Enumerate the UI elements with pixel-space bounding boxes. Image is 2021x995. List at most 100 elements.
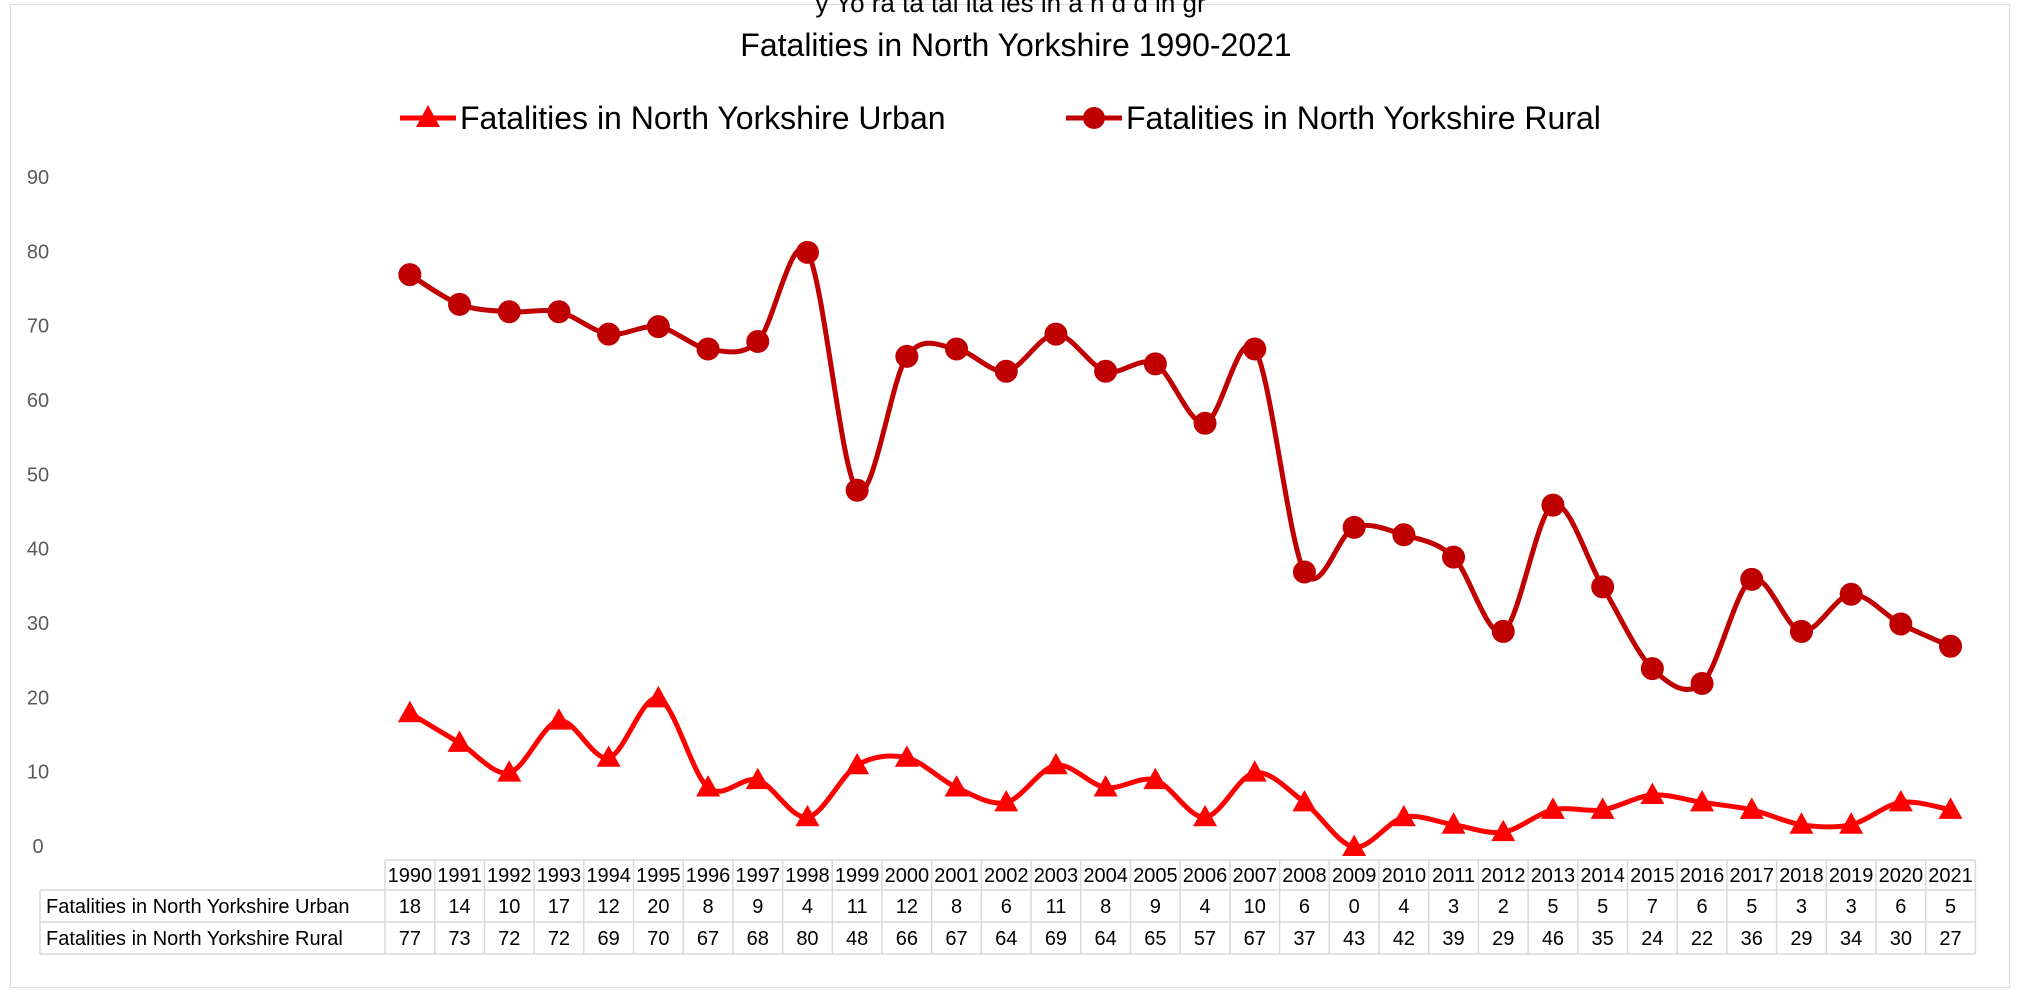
x-category-label: 2021 [1928, 865, 1973, 887]
table-cell-value: 64 [1095, 928, 1117, 950]
urban-point [795, 804, 820, 827]
rural-point [1591, 575, 1615, 599]
urban-point [944, 775, 969, 797]
x-category-label: 2001 [934, 865, 979, 887]
table-cell-value: 69 [1045, 928, 1067, 950]
table-cell-value: 9 [752, 896, 763, 918]
table-cell-value: 68 [747, 928, 769, 950]
rural-point [398, 263, 422, 287]
table-cell-value: 80 [796, 928, 818, 950]
rural-point [1193, 411, 1217, 435]
urban-point [1441, 812, 1466, 834]
x-category-label: 2013 [1531, 865, 1576, 887]
x-category-label: 2005 [1133, 865, 1178, 887]
x-category-label: 2017 [1730, 865, 1775, 887]
table-cell-value: 67 [1244, 928, 1266, 950]
rural-point [1690, 671, 1714, 695]
table-cell-value: 64 [995, 928, 1017, 950]
x-category-label: 2015 [1630, 865, 1675, 887]
table-cell-value: 27 [1939, 928, 1961, 950]
x-category-label: 2018 [1779, 865, 1824, 887]
table-cell-value: 3 [1796, 896, 1807, 918]
rural-point [945, 337, 969, 361]
urban-point [1690, 790, 1715, 812]
urban-point [397, 700, 422, 723]
table-cell-value: 6 [1895, 896, 1906, 918]
rural-point [646, 315, 670, 339]
table-cell-value: 65 [1144, 928, 1166, 950]
table-cell-value: 6 [1696, 896, 1707, 918]
urban-point [696, 775, 721, 797]
table-cell-value: 18 [399, 896, 421, 918]
x-category-label: 2014 [1580, 865, 1625, 887]
urban-point [646, 685, 671, 708]
table-row-label: Fatalities in North Yorkshire Rural [46, 928, 343, 950]
urban-point [1540, 797, 1565, 819]
x-category-label: 1995 [636, 865, 681, 887]
table-cell-value: 42 [1393, 928, 1415, 950]
urban-point [1043, 752, 1068, 775]
y-tick-label: 0 [32, 836, 43, 858]
table-cell-value: 4 [1199, 896, 1210, 918]
table-cell-value: 11 [1046, 896, 1067, 918]
urban-point [1342, 834, 1367, 856]
urban-point [1292, 790, 1317, 812]
series-line-rural [408, 246, 1952, 692]
urban-point [1491, 819, 1516, 842]
table-cell-value: 29 [1790, 928, 1812, 950]
x-category-label: 2009 [1332, 865, 1377, 887]
table-cell-value: 39 [1442, 928, 1464, 950]
x-category-label: 1991 [437, 865, 482, 887]
table-cell-value: 67 [697, 928, 719, 950]
urban-point [994, 790, 1019, 812]
y-tick-label: 20 [27, 687, 49, 709]
rural-point [1740, 567, 1764, 591]
y-tick-label: 70 [27, 316, 49, 338]
x-category-label: 1998 [785, 865, 830, 887]
y-tick-label: 60 [27, 390, 49, 412]
urban-point [894, 745, 919, 767]
rural-point [1640, 657, 1664, 681]
table-cell-value: 5 [1597, 896, 1608, 918]
table-cell-value: 72 [548, 928, 570, 950]
urban-point [1242, 760, 1267, 782]
table-cell-value: 11 [847, 896, 868, 918]
rural-point [1243, 337, 1267, 361]
rural-point [895, 344, 919, 368]
table-cell-value: 10 [1244, 896, 1266, 918]
x-category-label: 1993 [537, 865, 582, 887]
legend-marker [416, 105, 440, 127]
urban-point [1640, 782, 1665, 804]
x-category-label: 2007 [1233, 865, 1278, 887]
rural-point [746, 330, 770, 354]
x-category-label: 2002 [984, 865, 1029, 887]
table-cell-value: 77 [399, 928, 421, 950]
rural-point [994, 359, 1018, 383]
table-cell-value: 36 [1741, 928, 1763, 950]
table-cell-value: 48 [846, 928, 868, 950]
table-cell-value: 34 [1840, 928, 1862, 950]
table-cell-value: 7 [1647, 896, 1658, 918]
table-cell-value: 17 [548, 896, 570, 918]
urban-point [745, 767, 770, 790]
table-cell-value: 5 [1945, 896, 1956, 918]
table-cell-value: 12 [896, 896, 918, 918]
y-tick-label: 90 [27, 167, 49, 189]
table-cell-value: 3 [1846, 896, 1857, 918]
y-tick-label: 30 [27, 613, 49, 635]
x-category-label: 1999 [835, 865, 880, 887]
table-row-label: Fatalities in North Yorkshire Urban [46, 896, 349, 918]
rural-point [795, 240, 819, 264]
table-cell-value: 46 [1542, 928, 1564, 950]
x-category-label: 1992 [487, 865, 532, 887]
rural-point [1392, 523, 1416, 547]
series-lines [408, 246, 1952, 850]
rural-point [1789, 619, 1813, 643]
table-cell-value: 5 [1547, 896, 1558, 918]
table-cell-value: 70 [647, 928, 669, 950]
table-cell-value: 3 [1448, 896, 1459, 918]
urban-point [497, 760, 522, 782]
chart-title: Fatalities in North Yorkshire 1990-2021 [740, 27, 1291, 63]
cropped-heading: y Yo ra ta tal ita ies in a n d d in gr [815, 0, 1206, 18]
y-tick-label: 80 [27, 241, 49, 263]
